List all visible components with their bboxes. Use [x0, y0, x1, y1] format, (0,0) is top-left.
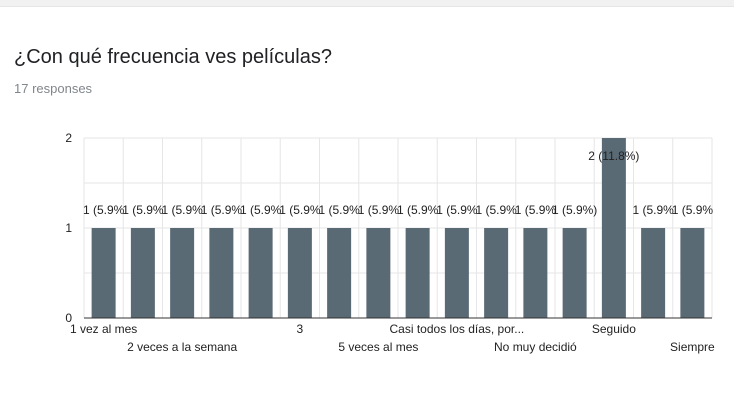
data-label: 1 (5.9%	[436, 203, 478, 217]
data-label: 2 (11.8%)	[588, 149, 639, 163]
data-label: 1 (5.9%	[515, 203, 557, 217]
bar[interactable]	[130, 228, 155, 318]
bar[interactable]	[641, 228, 666, 318]
bar[interactable]	[327, 228, 352, 318]
data-label: 1 (5.9%	[201, 203, 243, 217]
bar[interactable]	[680, 228, 705, 318]
x-tick-label: 1 vez al mes	[70, 322, 137, 336]
data-label: 1 (5.9%	[240, 203, 282, 217]
bar[interactable]	[170, 228, 195, 318]
x-tick-label: 3	[297, 322, 304, 336]
data-label: 1 (5.9%	[83, 203, 125, 217]
bar[interactable]	[523, 228, 548, 318]
x-tick-label: No muy decidió	[494, 340, 577, 354]
bar[interactable]	[405, 228, 430, 318]
data-label: 1 (5.9%	[397, 203, 439, 217]
bar[interactable]	[601, 138, 626, 318]
x-tick-label: 5 veces al mes	[338, 340, 418, 354]
question-title: ¿Con qué frecuencia ves películas?	[14, 46, 332, 68]
y-tick-label: 2	[65, 131, 72, 145]
data-label: 1 (5.9%	[161, 203, 203, 217]
data-label: 1 (5.9%	[122, 203, 164, 217]
bar[interactable]	[91, 228, 116, 318]
data-label: 1 (5.9%	[279, 203, 321, 217]
bar[interactable]	[248, 228, 273, 318]
top-border	[0, 0, 734, 7]
bar[interactable]	[366, 228, 391, 318]
data-label: 1 (5.9%	[318, 203, 360, 217]
y-tick-label: 0	[65, 311, 72, 325]
bar[interactable]	[444, 228, 469, 318]
y-tick-label: 1	[65, 221, 72, 235]
bar[interactable]	[287, 228, 312, 318]
x-tick-label: Siempre	[670, 340, 715, 354]
data-label: 1 (5.9%	[358, 203, 400, 217]
data-label: 1 (5.9%	[632, 203, 674, 217]
bar[interactable]	[484, 228, 509, 318]
data-label: 1 (5.9%	[475, 203, 517, 217]
x-tick-label: Casi todos los días, por...	[390, 322, 525, 336]
response-count: 17 responses	[14, 81, 93, 96]
x-tick-label: Seguido	[592, 322, 636, 336]
x-tick-label: 2 veces a la semana	[127, 340, 237, 354]
bar[interactable]	[209, 228, 234, 318]
data-label: 1 (5.9%	[672, 203, 714, 217]
bar[interactable]	[562, 228, 587, 318]
data-label: 1 (5.9%)	[552, 203, 597, 217]
